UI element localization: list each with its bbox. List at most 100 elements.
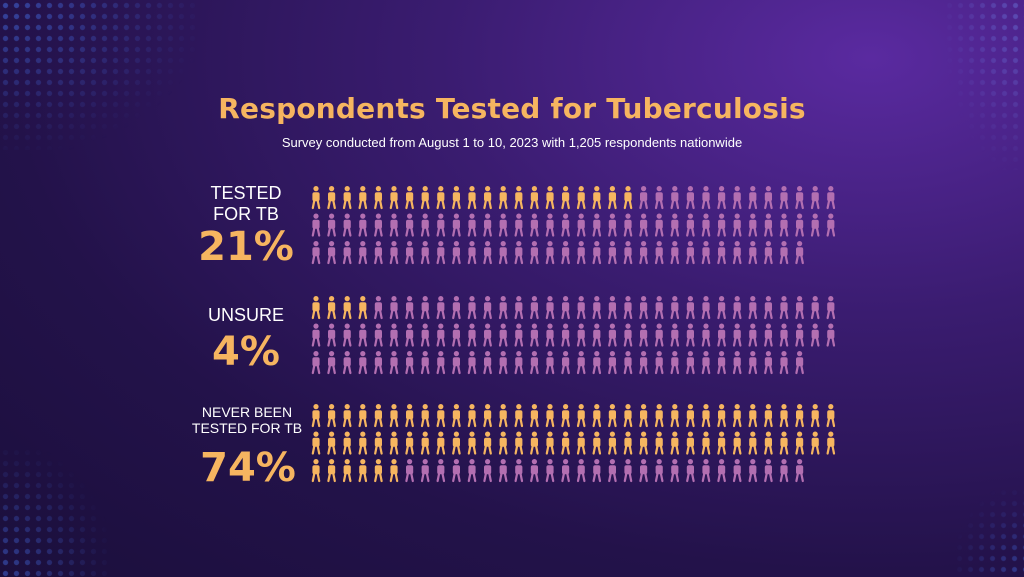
person-icon [748,431,758,455]
person-icon [576,213,586,237]
person-icon [764,186,773,210]
person-icon [561,404,570,428]
person-icon [701,459,711,483]
person-icon [732,459,742,483]
person-icon [374,404,383,428]
person-icon [358,186,368,210]
person-icon [467,431,477,455]
person-icon [452,459,461,483]
person-icon [358,404,368,428]
person-icon [545,213,555,237]
person-icon [764,296,773,320]
person-icon [748,241,758,265]
person-icon [530,296,539,320]
person-icon [623,186,633,210]
group-label-line: TESTED FOR TB [191,420,303,437]
person-icon [545,241,555,265]
person-icon [405,431,414,455]
group-percent-tested: 21% [198,224,294,270]
person-icon [686,404,695,428]
person-icon [358,459,368,483]
person-icon [358,351,368,375]
person-icon [561,431,570,455]
person-icon [420,459,430,483]
person-icon [717,213,726,237]
person-icon [514,241,524,265]
person-icon [732,404,742,428]
person-icon [795,241,804,265]
person-icon [498,213,508,237]
person-icon [498,404,508,428]
person-icon [327,431,336,455]
chart-title: Respondents Tested for Tuberculosis [218,92,806,125]
person-icon [654,459,664,483]
person-icon [639,213,648,237]
person-icon [779,241,789,265]
person-icon [639,296,648,320]
person-icon [810,186,820,210]
person-icon [311,351,321,375]
person-icon [639,404,648,428]
person-icon [358,323,368,347]
person-icon [561,351,570,375]
person-icon [498,431,508,455]
person-icon [374,296,383,320]
person-icon [608,404,617,428]
person-icon [405,186,414,210]
person-icon [405,323,414,347]
person-icon [561,459,570,483]
person-icon [748,404,758,428]
person-icon [717,351,726,375]
person-icon [545,296,555,320]
person-icon [748,459,758,483]
person-icon [483,404,492,428]
person-icon [452,241,461,265]
person-icon [389,404,399,428]
person-icon [436,431,446,455]
person-icon [639,431,648,455]
person-icon [374,459,383,483]
person-icon [514,323,524,347]
person-icon [576,351,586,375]
person-icon [779,351,789,375]
person-icon [420,431,430,455]
person-icon [779,213,789,237]
person-icon [374,213,383,237]
person-icon [717,431,726,455]
person-icon [732,296,742,320]
person-icon [405,459,414,483]
person-icon [514,404,524,428]
person-icon [670,213,680,237]
person-icon [779,296,789,320]
person-icon [779,323,789,347]
person-icon [592,241,602,265]
person-icon [764,459,773,483]
person-icon [327,351,336,375]
person-icon [342,404,352,428]
person-icon [530,323,539,347]
person-icon [810,213,820,237]
person-icon [467,404,477,428]
person-icon [483,296,492,320]
person-icon [701,323,711,347]
person-icon [748,351,758,375]
person-icon [342,431,352,455]
person-icon [576,241,586,265]
person-icon [561,241,570,265]
person-icon [576,431,586,455]
person-icon [545,351,555,375]
person-icon [374,431,383,455]
person-icon [374,351,383,375]
person-icon [514,431,524,455]
person-icon [732,186,742,210]
person-icon [686,296,695,320]
person-icon [514,213,524,237]
person-icon [436,351,446,375]
person-icon [779,186,789,210]
person-icon [358,431,368,455]
person-icon [717,186,726,210]
group-label-line: TESTED [210,183,282,203]
person-icon [530,431,539,455]
person-icon [311,431,321,455]
